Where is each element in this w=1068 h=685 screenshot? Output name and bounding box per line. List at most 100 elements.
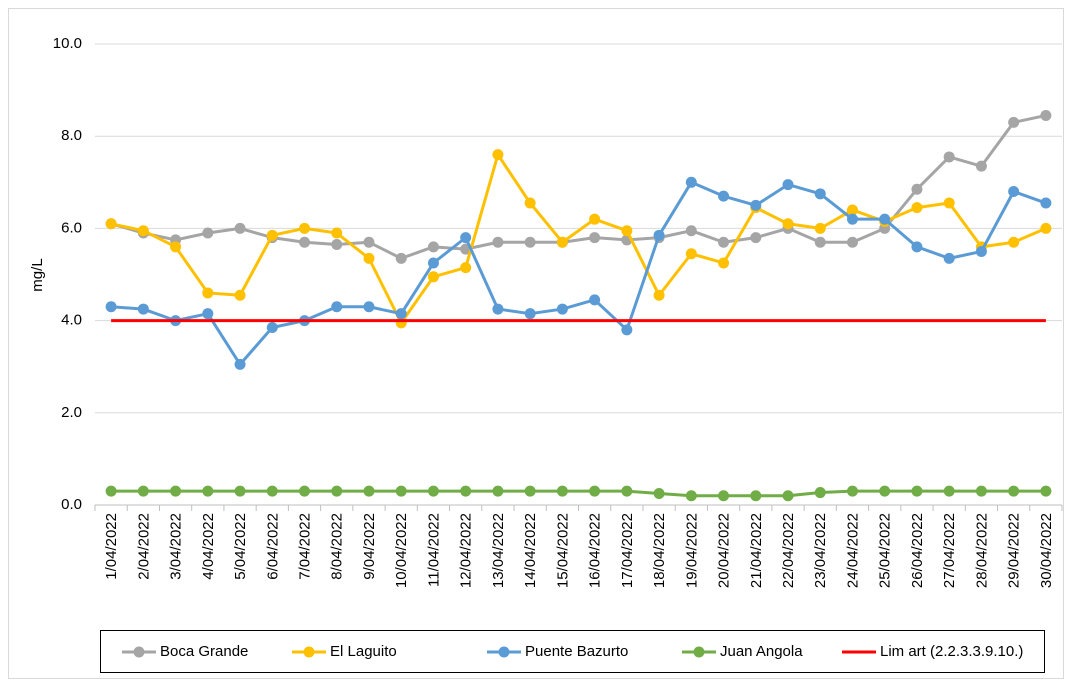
point xyxy=(137,225,149,237)
point xyxy=(975,485,987,497)
point xyxy=(202,485,214,497)
point xyxy=(363,252,375,264)
x-tick-label: 22/04/2022 xyxy=(780,513,797,588)
point xyxy=(427,485,439,497)
point xyxy=(814,236,826,248)
point xyxy=(911,241,923,253)
y-tick-label: 6.0 xyxy=(61,219,82,236)
x-tick-label: 13/04/2022 xyxy=(490,513,507,588)
y-tick-label: 10.0 xyxy=(53,35,82,52)
x-tick-label: 30/04/2022 xyxy=(1038,513,1055,588)
legend-label: Juan Angola xyxy=(720,643,803,660)
point xyxy=(814,487,826,499)
point xyxy=(331,227,343,239)
point xyxy=(879,213,891,225)
point xyxy=(137,303,149,315)
x-tick-label: 8/04/2022 xyxy=(329,513,346,580)
x-tick-label: 4/04/2022 xyxy=(200,513,217,580)
point xyxy=(105,218,117,230)
point xyxy=(814,188,826,200)
x-tick-label: 27/04/2022 xyxy=(941,513,958,588)
point xyxy=(911,485,923,497)
x-tick-label: 14/04/2022 xyxy=(522,513,539,588)
point xyxy=(685,225,697,237)
point xyxy=(782,179,794,191)
x-tick-label: 9/04/2022 xyxy=(361,513,378,580)
point xyxy=(782,218,794,230)
point xyxy=(653,289,665,301)
x-tick-label: 26/04/2022 xyxy=(909,513,926,588)
point xyxy=(846,485,858,497)
point xyxy=(1008,236,1020,248)
point xyxy=(975,160,987,172)
point xyxy=(202,308,214,320)
point xyxy=(718,490,730,502)
point xyxy=(589,232,601,244)
point xyxy=(653,229,665,241)
point xyxy=(943,252,955,264)
point xyxy=(685,176,697,188)
x-tick-label: 5/04/2022 xyxy=(232,513,249,580)
point xyxy=(943,197,955,209)
point xyxy=(782,490,794,502)
point xyxy=(750,232,762,244)
legend-marker xyxy=(693,646,705,658)
point xyxy=(299,222,311,234)
x-tick-label: 24/04/2022 xyxy=(844,513,861,588)
point xyxy=(266,485,278,497)
point xyxy=(266,229,278,241)
point xyxy=(331,239,343,251)
x-tick-label: 3/04/2022 xyxy=(168,513,185,580)
point xyxy=(427,271,439,283)
point xyxy=(524,236,536,248)
point xyxy=(137,485,149,497)
legend-label: Puente Bazurto xyxy=(525,643,628,660)
y-axis-label: mg/L xyxy=(29,258,46,291)
point xyxy=(718,190,730,202)
x-tick-label: 6/04/2022 xyxy=(264,513,281,580)
point xyxy=(460,485,472,497)
x-tick-label: 16/04/2022 xyxy=(587,513,604,588)
point xyxy=(170,241,182,253)
point xyxy=(427,257,439,269)
point xyxy=(234,289,246,301)
series-line xyxy=(111,180,1047,366)
point xyxy=(1040,222,1052,234)
legend-label: El Laguito xyxy=(330,643,397,660)
point xyxy=(492,236,504,248)
point xyxy=(943,151,955,163)
point xyxy=(492,149,504,161)
point xyxy=(266,322,278,334)
x-tick-label: 17/04/2022 xyxy=(619,513,636,588)
point xyxy=(460,262,472,274)
legend-label: Boca Grande xyxy=(160,643,248,660)
x-tick-label: 23/04/2022 xyxy=(812,513,829,588)
point xyxy=(556,236,568,248)
x-tick-label: 28/04/2022 xyxy=(973,513,990,588)
point xyxy=(556,303,568,315)
point xyxy=(911,183,923,195)
y-tick-label: 2.0 xyxy=(61,404,82,421)
point xyxy=(331,485,343,497)
point xyxy=(105,301,117,313)
point xyxy=(846,204,858,216)
point xyxy=(395,485,407,497)
x-tick-label: 2/04/2022 xyxy=(135,513,152,580)
y-tick-label: 8.0 xyxy=(61,127,82,144)
point xyxy=(1040,109,1052,121)
legend-box xyxy=(100,630,1045,673)
point xyxy=(363,485,375,497)
point xyxy=(105,485,117,497)
point xyxy=(395,252,407,264)
legend-marker xyxy=(303,646,315,658)
point xyxy=(234,485,246,497)
point xyxy=(1008,116,1020,128)
x-tick-label: 11/04/2022 xyxy=(425,513,442,587)
point xyxy=(943,485,955,497)
point xyxy=(170,485,182,497)
x-tick-label: 25/04/2022 xyxy=(877,513,894,588)
x-tick-label: 10/04/2022 xyxy=(393,513,410,588)
point xyxy=(492,485,504,497)
x-tick-label: 21/04/2022 xyxy=(748,513,765,588)
